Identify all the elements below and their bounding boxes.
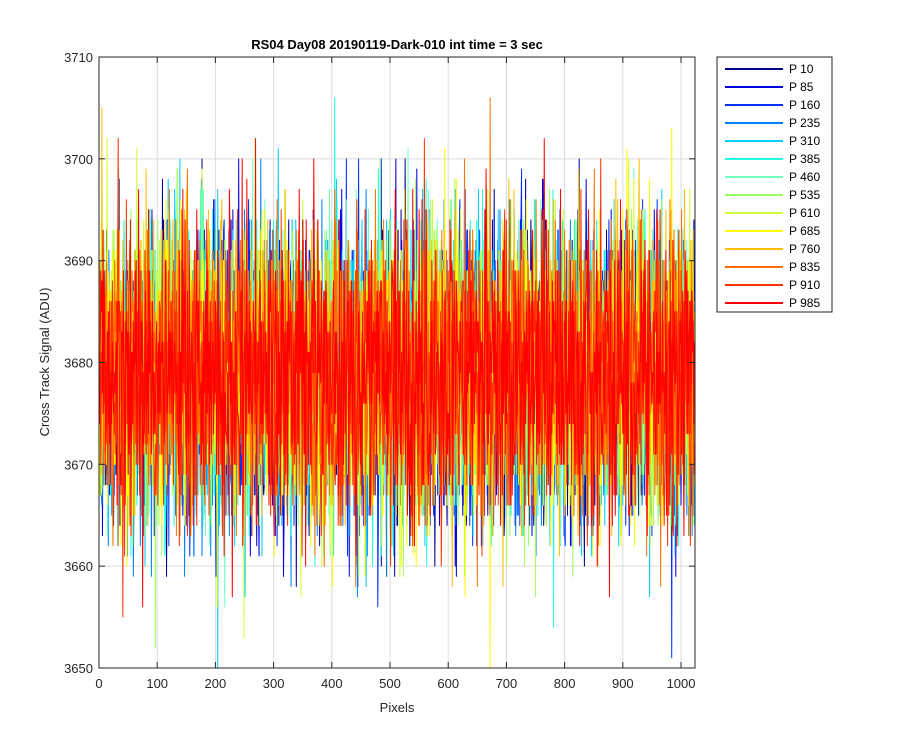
x-tick-label: 100 (146, 676, 168, 691)
legend-label: P 385 (789, 152, 820, 166)
y-tick-label: 3650 (64, 661, 93, 676)
y-tick-label: 3670 (64, 457, 93, 472)
legend-label: P 10 (789, 62, 814, 76)
series-line (98, 137, 695, 608)
x-tick-label: 900 (612, 676, 634, 691)
legend-label: P 535 (789, 188, 820, 202)
x-tick-label: 0 (95, 676, 102, 691)
legend-label: P 835 (789, 260, 820, 274)
x-tick-label: 700 (496, 676, 518, 691)
x-axis-label: Pixels (380, 700, 415, 715)
y-axis-label: Cross Track Signal (ADU) (37, 288, 52, 437)
x-tick-label: 300 (263, 676, 285, 691)
legend-label: P 85 (789, 80, 814, 94)
x-tick-label: 600 (437, 676, 459, 691)
y-tick-label: 3680 (64, 356, 93, 371)
x-tick-label: 200 (205, 676, 227, 691)
legend-label: P 760 (789, 242, 820, 256)
x-tick-label: 500 (379, 676, 401, 691)
legend-label: P 610 (789, 206, 820, 220)
legend-box (716, 56, 833, 313)
legend-label: P 310 (789, 134, 820, 148)
legend-label: P 685 (789, 224, 820, 238)
x-tick-label: 800 (554, 676, 576, 691)
legend-label: P 160 (789, 98, 820, 112)
y-tick-label: 3660 (64, 559, 93, 574)
legend-label: P 985 (789, 296, 820, 310)
x-tick-label: 1000 (667, 676, 696, 691)
y-tick-label: 3700 (64, 152, 93, 167)
x-tick-label: 400 (321, 676, 343, 691)
axis-ticks: 0 100 200 300 400 500 600 700 800 900 1000 3650 3660… (64, 50, 695, 691)
y-tick-label: 3710 (64, 50, 93, 65)
legend-label: P 910 (789, 278, 820, 292)
legend: P 10 P 85 P 160 P 235 P 310 P 385 P 460 P 535 P … (716, 56, 833, 313)
chart-title: RS04 Day08 20190119-Dark-010 int time = … (251, 37, 543, 52)
y-tick-label: 3690 (64, 254, 93, 269)
legend-label: P 235 (789, 116, 820, 130)
legend-label: P 460 (789, 170, 820, 184)
series-layer (98, 97, 695, 669)
